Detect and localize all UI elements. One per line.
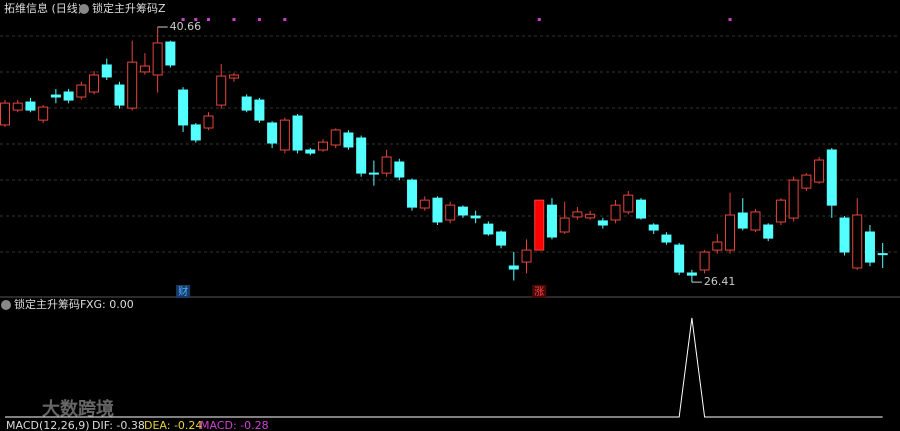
candle-body xyxy=(25,101,36,111)
candle-body xyxy=(292,115,303,151)
candle-body xyxy=(279,119,290,151)
candle-body xyxy=(686,272,697,276)
macd-dif: DIF: -0.38 xyxy=(92,419,145,431)
candle-body xyxy=(750,211,761,231)
candle-body xyxy=(457,206,468,216)
candle-body xyxy=(76,84,87,98)
candle-body xyxy=(763,224,774,239)
icon xyxy=(1,300,11,310)
candle-body xyxy=(877,253,888,256)
macd-dea: DEA: -0.24 xyxy=(144,419,202,431)
candle-body xyxy=(228,74,239,79)
candle-body xyxy=(63,91,74,101)
signal-dot xyxy=(181,18,185,21)
tag: 财 xyxy=(178,285,188,298)
candle-body xyxy=(330,129,341,146)
candle-body xyxy=(203,115,214,129)
icon xyxy=(79,4,89,14)
candle-body xyxy=(432,197,443,223)
candle-body xyxy=(101,64,112,78)
candle-body xyxy=(636,199,646,219)
candle-body xyxy=(368,172,379,175)
tag-bg xyxy=(176,285,191,298)
candle-body xyxy=(508,265,519,270)
candle-body xyxy=(674,244,685,273)
signal-dot xyxy=(257,18,261,21)
signal-dot xyxy=(194,18,198,21)
signal-dot xyxy=(537,18,541,21)
signal-dot xyxy=(728,18,732,21)
candle-body xyxy=(356,137,367,174)
candle-body xyxy=(407,179,418,208)
lower-title: 锁定主升筹码F xyxy=(14,297,86,311)
candle-body xyxy=(165,41,176,66)
tag-bg xyxy=(532,285,547,298)
candle-body xyxy=(814,159,825,183)
candle-body xyxy=(559,217,570,233)
candle-body xyxy=(839,217,850,253)
macd-name: MACD(12,26,9) xyxy=(6,419,90,431)
candle-body xyxy=(864,231,875,263)
tag: 涨 xyxy=(534,286,544,298)
indicator-line xyxy=(5,317,883,418)
candle-body xyxy=(178,89,189,126)
signal-dot xyxy=(232,18,236,21)
candle-body xyxy=(826,149,837,206)
candle-body xyxy=(852,214,863,269)
candle-body xyxy=(114,84,125,106)
macd-value: MACD: -0.28 xyxy=(200,419,269,431)
candle-body xyxy=(623,194,634,213)
lower-readout: XG: 0.00 xyxy=(86,298,134,311)
candle-body xyxy=(775,199,786,223)
candle-body xyxy=(152,42,163,76)
candle-body xyxy=(190,124,201,141)
candle-body xyxy=(216,75,227,106)
candle-body xyxy=(419,199,430,209)
candle-body xyxy=(699,251,710,271)
candle-body xyxy=(12,102,23,111)
candle-body xyxy=(712,241,723,251)
candle-body xyxy=(546,204,557,238)
candle-body xyxy=(254,99,265,121)
candle-body xyxy=(394,161,405,178)
candle-body xyxy=(139,65,150,73)
candle-body xyxy=(725,214,736,251)
candle-body xyxy=(496,231,507,246)
candle-body xyxy=(241,96,252,111)
signal-dot xyxy=(207,18,211,21)
watermark: 大数跨境 xyxy=(42,398,114,420)
annotation: 40.66 xyxy=(170,20,202,33)
candle-body xyxy=(534,199,545,251)
candle-body xyxy=(50,94,61,98)
candle-body xyxy=(0,102,10,126)
candle-body xyxy=(737,212,748,229)
candle-body xyxy=(661,234,672,243)
candle-body xyxy=(597,220,608,226)
candle-body xyxy=(610,204,621,221)
candle-body xyxy=(470,215,481,219)
candle-body xyxy=(127,61,138,109)
candle-body xyxy=(89,74,100,93)
candle-body xyxy=(305,149,316,154)
candle-body xyxy=(381,156,392,174)
candle-body xyxy=(648,224,659,231)
candle-body xyxy=(585,213,596,219)
candle-body xyxy=(788,179,799,219)
candle-body xyxy=(801,174,812,189)
candle-body xyxy=(483,223,494,235)
candle-body xyxy=(343,132,354,148)
chart-title: 拓维信息 (日线) xyxy=(4,1,82,15)
candle-body xyxy=(521,249,532,263)
candle-body xyxy=(267,122,278,144)
candle-body xyxy=(318,141,328,151)
candle-body xyxy=(572,211,583,218)
indicator-name: 锁定主升筹码Z xyxy=(92,1,166,15)
candle-body xyxy=(445,204,456,221)
annotation: 26.41 xyxy=(704,275,736,288)
signal-dot xyxy=(283,18,287,21)
candle-body xyxy=(38,106,49,121)
